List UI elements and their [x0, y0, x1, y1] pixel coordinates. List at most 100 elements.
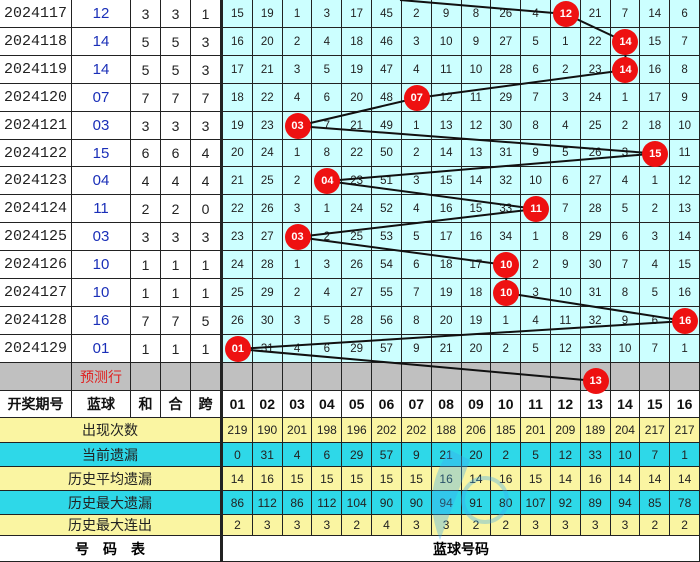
- omission-cell: 55: [372, 279, 402, 307]
- omission-cell: 24: [580, 84, 611, 112]
- omission-cell: 23: [580, 56, 611, 84]
- predict-cell[interactable]: [640, 363, 671, 391]
- omission-cell: 28: [491, 56, 522, 84]
- stat-value: 14: [640, 467, 671, 491]
- predict-cell[interactable]: [342, 363, 373, 391]
- omission-cell: 12: [461, 112, 492, 140]
- omission-cell: 3: [282, 195, 313, 223]
- omission-cell: 5: [312, 56, 343, 84]
- omission-cell: 12: [431, 84, 462, 112]
- predict-cell[interactable]: [550, 363, 581, 391]
- omission-cell: 3: [610, 140, 641, 167]
- stat-value: 85: [640, 491, 671, 515]
- omission-cell: 3: [401, 167, 432, 195]
- header-number: 12: [550, 391, 581, 418]
- drawn-ball: 07: [403, 85, 430, 111]
- predict-cell[interactable]: [670, 363, 700, 391]
- period-cell: 2024123: [0, 167, 72, 195]
- predict-cell[interactable]: [521, 363, 551, 391]
- stat-value: 2: [342, 515, 373, 536]
- predict-cell[interactable]: [610, 363, 641, 391]
- header-number: 07: [401, 391, 432, 418]
- omission-cell: 1: [640, 167, 671, 195]
- omission-cell: 15: [223, 0, 253, 28]
- predict-cell[interactable]: [312, 363, 343, 391]
- omission-cell: 4: [312, 28, 343, 56]
- omission-cell: 18: [640, 112, 671, 140]
- omission-cell: 19: [223, 112, 253, 140]
- omission-cell: 1: [491, 307, 522, 335]
- period-cell: 2024126: [0, 251, 72, 279]
- omission-cell: 22: [252, 84, 283, 112]
- drawn-ball: 11: [523, 196, 550, 222]
- omission-cell: 2: [401, 0, 432, 28]
- omission-cell: 21: [252, 56, 283, 84]
- omission-cell: 6: [670, 0, 700, 28]
- predict-cell: [191, 363, 221, 391]
- predicted-ball: 13: [582, 368, 609, 394]
- composite-cell: 7: [161, 84, 191, 112]
- composite-cell: 7: [161, 307, 191, 335]
- omission-cell: 51: [372, 167, 402, 195]
- stat-value: 15: [282, 467, 313, 491]
- stat-value: 16: [491, 467, 522, 491]
- stat-value: 2: [223, 515, 253, 536]
- period-cell: 2024125: [0, 223, 72, 251]
- omission-cell: 6: [550, 167, 581, 195]
- predict-cell[interactable]: [401, 363, 432, 391]
- stat-value: 3: [550, 515, 581, 536]
- composite-cell: 5: [161, 56, 191, 84]
- period-cell: 2024127: [0, 279, 72, 307]
- omission-cell: 12: [670, 167, 700, 195]
- predict-cell[interactable]: [372, 363, 402, 391]
- omission-cell: 18: [223, 84, 253, 112]
- omission-cell: 22: [223, 195, 253, 223]
- omission-cell: 3: [312, 251, 343, 279]
- blue-ball-cell: 10: [72, 279, 131, 307]
- predict-cell[interactable]: [491, 363, 522, 391]
- omission-cell: 1: [521, 223, 551, 251]
- omission-cell: 48: [372, 84, 402, 112]
- omission-cell: 20: [223, 140, 253, 167]
- predict-cell[interactable]: [431, 363, 462, 391]
- drawn-ball: 12: [552, 1, 579, 27]
- omission-cell: 4: [401, 195, 432, 223]
- header-period: 开奖期号: [0, 391, 72, 418]
- omission-cell: 9: [431, 0, 462, 28]
- omission-cell: 14: [670, 223, 700, 251]
- stat-value: 217: [670, 418, 700, 443]
- header-number: 09: [461, 391, 492, 418]
- stat-value: 86: [223, 491, 253, 515]
- omission-cell: 4: [282, 84, 313, 112]
- omission-cell: 8: [401, 307, 432, 335]
- stat-label: 历史最大遗漏: [0, 491, 221, 515]
- predict-cell[interactable]: [252, 363, 283, 391]
- predict-cell[interactable]: [282, 363, 313, 391]
- stat-value: 3: [252, 515, 283, 536]
- omission-cell: 3: [282, 307, 313, 335]
- omission-cell: 30: [252, 307, 283, 335]
- omission-cell: 31: [491, 140, 522, 167]
- omission-cell: 7: [312, 112, 343, 140]
- predict-cell[interactable]: [223, 363, 253, 391]
- omission-cell: 3: [312, 0, 343, 28]
- header-number: 16: [670, 391, 700, 418]
- sum-tail-cell: 1: [131, 279, 161, 307]
- stat-value: 14: [223, 467, 253, 491]
- omission-cell: 26: [223, 307, 253, 335]
- stat-value: 2: [491, 515, 522, 536]
- omission-cell: 5: [640, 279, 671, 307]
- stat-value: 104: [342, 491, 373, 515]
- omission-cell: 15: [640, 28, 671, 56]
- omission-cell: 47: [372, 56, 402, 84]
- stat-value: 202: [372, 418, 402, 443]
- omission-cell: 23: [342, 167, 373, 195]
- header-number: 15: [640, 391, 671, 418]
- omission-cell: 10: [610, 335, 641, 363]
- predict-cell[interactable]: [461, 363, 492, 391]
- stat-value: 94: [431, 491, 462, 515]
- omission-cell: 2: [312, 223, 343, 251]
- stat-value: 15: [372, 467, 402, 491]
- omission-cell: 7: [610, 0, 641, 28]
- sum-tail-cell: 3: [131, 112, 161, 140]
